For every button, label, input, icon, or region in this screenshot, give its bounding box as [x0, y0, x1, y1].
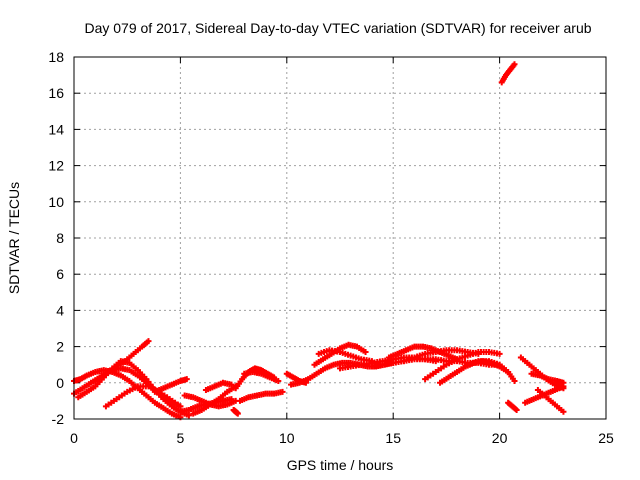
data-point	[496, 350, 503, 357]
y-tick-label: -2	[52, 411, 65, 427]
data-point	[279, 388, 286, 395]
y-tick-label: 18	[48, 49, 64, 65]
x-tick-label: 25	[598, 430, 614, 446]
data-point	[560, 383, 567, 390]
data-point	[145, 338, 152, 345]
data-point	[511, 377, 518, 384]
x-tick-label: 15	[385, 430, 401, 446]
x-tick-label: 0	[70, 430, 78, 446]
y-tick-label: 2	[56, 339, 64, 355]
chart-title: Day 079 of 2017, Sidereal Day-to-day VTE…	[84, 20, 591, 36]
data-point	[183, 376, 190, 383]
data-point	[513, 406, 520, 413]
x-tick-label: 5	[177, 430, 185, 446]
data-point	[228, 396, 235, 403]
data-point	[362, 349, 369, 356]
y-tick-label: 16	[48, 85, 64, 101]
data-point	[560, 408, 567, 415]
data-point	[185, 412, 192, 419]
data-point	[511, 61, 518, 68]
plot-frame	[73, 56, 607, 420]
y-tick-label: 10	[48, 194, 64, 210]
y-tick-label: 14	[48, 121, 64, 137]
data-points	[71, 61, 567, 421]
x-axis-label: GPS time / hours	[287, 457, 394, 473]
data-point	[177, 403, 184, 410]
data-point	[228, 381, 235, 388]
x-tick-label: 10	[279, 430, 295, 446]
x-tick-label: 20	[492, 430, 508, 446]
y-tick-label: 6	[56, 266, 64, 282]
y-tick-label: 12	[48, 158, 64, 174]
y-tick-label: 4	[56, 302, 64, 318]
y-tick-label: 0	[56, 375, 64, 391]
data-point	[234, 410, 241, 417]
y-tick-label: 8	[56, 230, 64, 246]
data-point	[275, 377, 282, 384]
y-axis-label: SDTVAR / TECUs	[6, 182, 22, 294]
